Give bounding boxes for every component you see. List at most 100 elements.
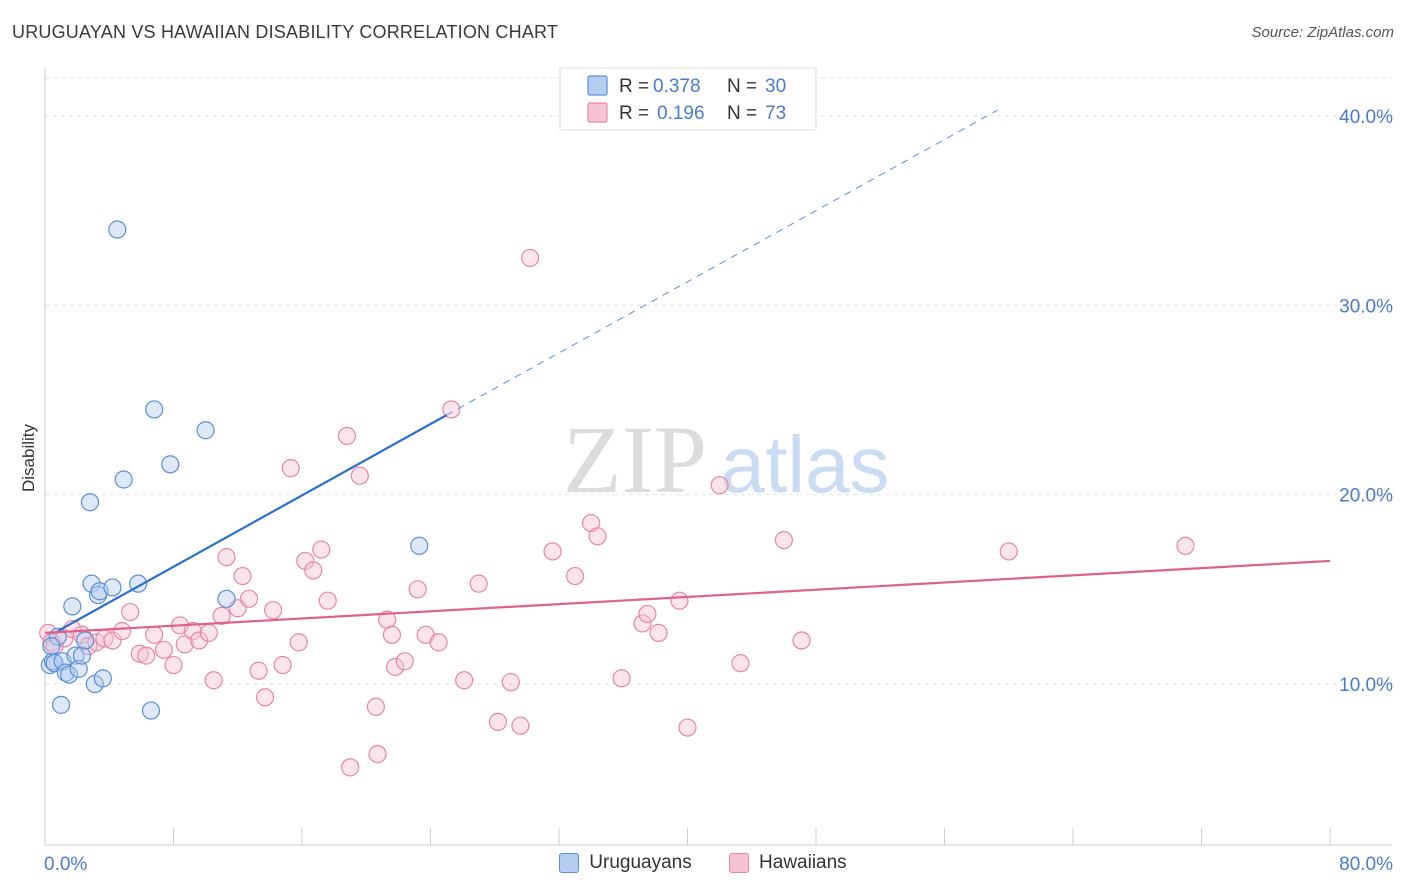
hawaiians-point	[255, 688, 275, 707]
hawaiians-point	[112, 621, 132, 641]
hawaiians-point	[281, 459, 300, 478]
bottom-legend: Uruguayans Hawaiians	[0, 852, 1406, 879]
hawaiians-point	[455, 671, 474, 690]
legend-r-label-hawaiians: R =	[619, 103, 649, 124]
uruguayans-point	[410, 536, 429, 555]
hawaiians-point	[204, 671, 223, 690]
hawaiians-point	[710, 476, 729, 495]
hawaiians-point	[190, 631, 209, 650]
uruguayans-point	[196, 421, 215, 440]
bottom-legend-label-hawaiians: Hawaiians	[759, 852, 847, 873]
y-tick-label: 20.0%	[1339, 486, 1393, 507]
source-label: Source: ZipAtlas.com	[1251, 24, 1394, 41]
hawaiians-point	[130, 644, 149, 663]
legend-r-value-hawaiians: 0.196	[657, 103, 705, 124]
hawaiians-point	[366, 697, 385, 716]
hawaiians-point	[175, 635, 194, 654]
bottom-legend-item-hawaiians: Hawaiians	[729, 852, 847, 874]
hawaiians-point	[350, 466, 369, 485]
x-tick-label-max: 80.0%	[1339, 854, 1393, 875]
uruguayans-point	[59, 665, 79, 684]
uruguayans-points	[40, 220, 429, 720]
uruguayans-point	[161, 455, 180, 474]
hawaiians-point	[386, 657, 405, 677]
hawaiians-point	[183, 621, 202, 641]
hawaiians-point	[318, 591, 337, 610]
hawaiians-point	[543, 542, 562, 561]
hawaiians-point	[678, 718, 697, 737]
hawaiians-point	[588, 527, 607, 546]
uruguayans-trend-extension	[446, 109, 998, 416]
bottom-legend-swatch-uruguayans	[559, 853, 580, 873]
y-axis-label: Disability	[19, 423, 38, 492]
y-tick-label: 10.0%	[1339, 675, 1393, 696]
hawaiians-point	[408, 580, 427, 599]
uruguayans-point	[72, 646, 92, 665]
hawaiians-point	[999, 542, 1018, 561]
legend-r-value-uruguayans: 0.378	[653, 76, 701, 97]
legend-swatch-uruguayans	[587, 75, 608, 96]
hawaiians-point	[337, 426, 357, 446]
x-ticks	[44, 828, 1331, 845]
uruguayans-trend-line	[57, 414, 448, 632]
hawaiians-point	[429, 633, 448, 652]
bottom-legend-item-uruguayans: Uruguayans	[559, 852, 692, 874]
hawaiians-point	[395, 652, 414, 671]
uruguayans-point	[217, 589, 236, 608]
axes	[44, 68, 1392, 846]
legend-n-label-uruguayans: N =	[727, 76, 757, 97]
hawaiians-point	[649, 623, 668, 642]
hawaiians-point	[633, 614, 652, 633]
legend: R = 0.378 N = 30 R = 0.196 N = 73	[559, 67, 817, 131]
hawaiians-point	[341, 758, 360, 777]
y-tick-label: 40.0%	[1339, 107, 1393, 128]
hawaiians-point	[501, 673, 520, 692]
uruguayans-point	[80, 493, 100, 512]
hawaiians-point	[520, 248, 540, 268]
uruguayans-point	[51, 695, 71, 714]
watermark-atlas: atlas	[721, 420, 890, 509]
hawaiians-point	[121, 602, 140, 622]
hawaiians-point	[368, 744, 387, 764]
y-tick-labels: 10.0% 20.0% 30.0% 40.0%	[1339, 107, 1393, 696]
legend-n-value-hawaiians: 73	[765, 103, 786, 124]
hawaiians-point	[233, 566, 252, 586]
hawaiians-point	[103, 631, 122, 650]
trend-lines	[44, 109, 1331, 634]
hawaiians-point	[638, 604, 657, 624]
hawaiians-point	[792, 631, 811, 650]
hawaiians-point	[312, 540, 331, 559]
watermark-zip: ZIP	[563, 406, 707, 513]
hawaiians-point	[289, 633, 308, 652]
hawaiians-point	[511, 716, 530, 735]
hawaiians-point	[199, 623, 218, 642]
uruguayans-point	[114, 470, 133, 489]
uruguayans-point	[76, 631, 95, 650]
hawaiians-point	[1176, 536, 1195, 555]
uruguayans-point	[42, 637, 61, 656]
uruguayans-point	[145, 400, 164, 419]
hawaiians-point	[469, 574, 488, 593]
hawaiians-point	[212, 606, 231, 625]
uruguayans-point	[93, 669, 112, 688]
hawaiians-point	[731, 654, 750, 673]
hawaiians-point	[304, 561, 323, 580]
hawaiians-point	[263, 601, 283, 620]
bottom-legend-label-uruguayans: Uruguayans	[589, 852, 692, 873]
hawaiians-point	[145, 625, 164, 644]
hawaiians-point	[164, 655, 183, 675]
legend-swatch-hawaiians	[587, 102, 608, 123]
uruguayans-point	[103, 578, 122, 597]
hawaiians-trend-line	[44, 559, 1331, 634]
y-tick-label: 30.0%	[1339, 296, 1393, 317]
hawaiians-point	[239, 589, 259, 608]
bottom-legend-swatch-hawaiians	[729, 853, 750, 873]
uruguayans-point	[63, 597, 82, 616]
uruguayans-point	[141, 701, 161, 720]
hawaiians-point	[154, 640, 173, 660]
uruguayans-point	[108, 220, 127, 239]
hawaiians-point	[670, 591, 689, 610]
x-tick-label-min: 0.0%	[44, 854, 87, 875]
hawaiians-point	[273, 655, 292, 675]
hawaiians-point	[382, 625, 402, 644]
